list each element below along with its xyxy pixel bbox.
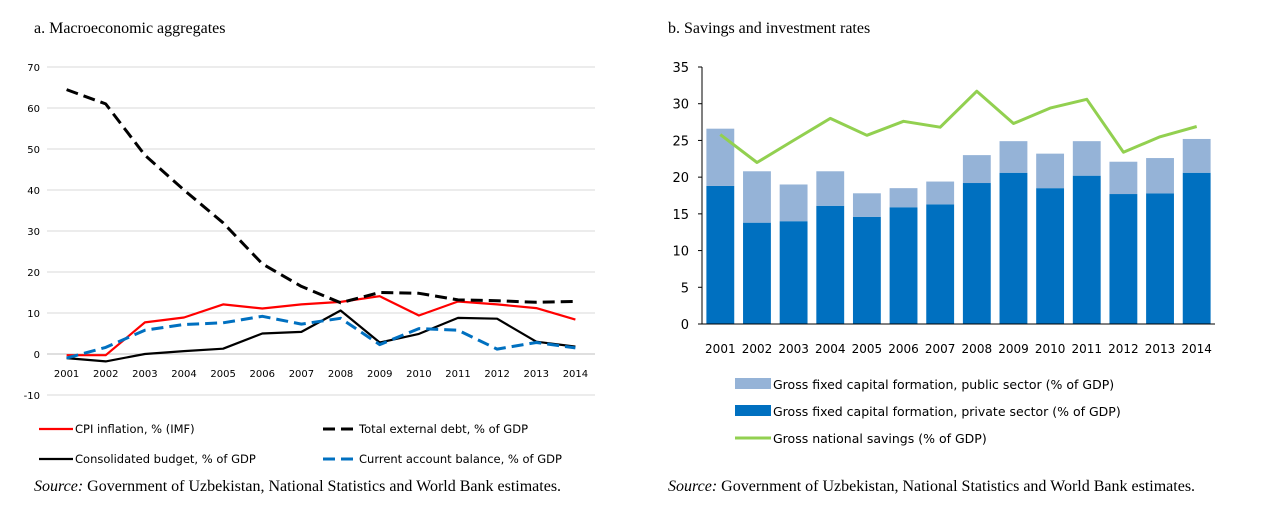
bar-private-sector bbox=[852, 216, 881, 324]
y-tick-label: -10 bbox=[24, 391, 40, 402]
x-tick-label: 2012 bbox=[484, 369, 509, 380]
y-tick-label: 30 bbox=[27, 227, 40, 238]
x-tick-label: 2002 bbox=[93, 369, 118, 380]
x-tick-label: 2002 bbox=[742, 342, 773, 356]
y-tick-label: 70 bbox=[27, 63, 40, 74]
panel-a-source-label: Source: bbox=[34, 478, 84, 495]
bar-public-sector bbox=[1109, 161, 1138, 195]
bar-public-sector bbox=[1182, 138, 1211, 173]
x-tick-label: 2004 bbox=[171, 369, 196, 380]
bar-public-sector bbox=[926, 181, 955, 205]
x-tick-label: 2013 bbox=[1145, 342, 1176, 356]
x-tick-label: 2001 bbox=[54, 369, 79, 380]
legend-marker bbox=[735, 405, 771, 416]
y-tick-label: 0 bbox=[681, 318, 689, 333]
legend-label: Consolidated budget, % of GDP bbox=[75, 452, 256, 466]
bar-public-sector bbox=[816, 171, 845, 206]
legend-label: Gross national savings (% of GDP) bbox=[773, 431, 987, 446]
bar-private-sector bbox=[999, 172, 1028, 324]
bar-public-sector bbox=[1072, 141, 1101, 176]
bar-private-sector bbox=[926, 204, 955, 324]
x-tick-label: 2001 bbox=[705, 342, 736, 356]
x-tick-label: 2010 bbox=[406, 369, 431, 380]
bar-public-sector bbox=[743, 171, 771, 223]
bar-private-sector bbox=[1109, 194, 1138, 324]
y-tick-label: 10 bbox=[27, 309, 40, 320]
bar-private-sector bbox=[1036, 188, 1065, 324]
bar-private-sector bbox=[1072, 175, 1101, 324]
bar-private-sector bbox=[743, 222, 771, 324]
bar-private-sector bbox=[962, 183, 991, 324]
x-tick-label: 2014 bbox=[1181, 342, 1212, 356]
bar-public-sector bbox=[1146, 158, 1174, 194]
x-tick-label: 2008 bbox=[328, 369, 353, 380]
y-tick-label: 5 bbox=[681, 281, 689, 296]
y-tick-label: 0 bbox=[34, 350, 40, 361]
panel-b-source: Source: Government of Uzbekistan, Nation… bbox=[668, 477, 1264, 496]
bar-private-sector bbox=[1182, 172, 1211, 324]
x-tick-label: 2012 bbox=[1108, 342, 1139, 356]
panel-a-source: Source: Government of Uzbekistan, Nation… bbox=[34, 477, 630, 496]
bar-private-sector bbox=[889, 207, 918, 324]
y-tick-label: 15 bbox=[672, 208, 689, 223]
y-tick-label: 20 bbox=[27, 268, 40, 279]
series-line-2 bbox=[66, 88, 576, 305]
legend-marker bbox=[735, 378, 771, 389]
y-tick-label: 30 bbox=[672, 98, 689, 113]
bar-private-sector bbox=[816, 205, 845, 324]
panel-b-title: b. Savings and investment rates bbox=[668, 20, 871, 37]
legend-label: Gross fixed capital formation, private s… bbox=[773, 404, 1121, 419]
x-tick-label: 2005 bbox=[210, 369, 235, 380]
panel-a-title: a. Macroeconomic aggregates bbox=[34, 20, 226, 37]
legend-label: Gross fixed capital formation, public se… bbox=[773, 377, 1114, 392]
y-tick-label: 50 bbox=[27, 145, 40, 156]
panel-b-source-text: Government of Uzbekistan, National Stati… bbox=[721, 478, 1196, 495]
panel-b-source-label: Source: bbox=[668, 478, 718, 495]
panel-a-source-text: Government of Uzbekistan, National Stati… bbox=[87, 478, 562, 495]
bar-private-sector bbox=[706, 185, 735, 324]
x-tick-label: 2006 bbox=[250, 369, 275, 380]
series-line-4 bbox=[66, 314, 576, 360]
series-line-1 bbox=[66, 295, 576, 357]
bar-public-sector bbox=[706, 128, 735, 186]
x-tick-label: 2010 bbox=[1035, 342, 1066, 356]
bar-public-sector bbox=[962, 155, 991, 184]
x-tick-label: 2011 bbox=[445, 369, 470, 380]
y-tick-label: 10 bbox=[672, 245, 689, 260]
x-tick-label: 2006 bbox=[888, 342, 919, 356]
y-tick-label: 40 bbox=[27, 186, 40, 197]
bar-private-sector bbox=[779, 221, 808, 324]
x-tick-label: 2009 bbox=[998, 342, 1029, 356]
savings-investment-chart: 0 5 10 15 20 25 30 35 2001 2002 2003 2004 2005 2006 20… bbox=[672, 61, 1215, 446]
bar-public-sector bbox=[779, 184, 808, 222]
legend-label: CPI inflation, % (IMF) bbox=[75, 422, 195, 436]
x-tick-label: 2005 bbox=[852, 342, 883, 356]
x-tick-label: 2014 bbox=[563, 369, 588, 380]
y-tick-label: 35 bbox=[672, 61, 689, 76]
x-tick-label: 2009 bbox=[367, 369, 392, 380]
bar-public-sector bbox=[852, 193, 881, 217]
legend-label: Current account balance, % of GDP bbox=[359, 452, 562, 466]
macroeconomic-aggregates-chart: -10 0 10 20 30 40 50 60 70 2001 2002 2003 2004 2005 20… bbox=[24, 63, 595, 466]
x-tick-label: 2007 bbox=[925, 342, 956, 356]
bar-private-sector bbox=[1146, 193, 1174, 324]
bar-public-sector bbox=[1036, 153, 1065, 189]
y-tick-label: 25 bbox=[672, 134, 689, 149]
bar-public-sector bbox=[999, 141, 1028, 173]
bar-public-sector bbox=[889, 188, 918, 208]
x-tick-label: 2013 bbox=[524, 369, 549, 380]
x-tick-label: 2007 bbox=[289, 369, 314, 380]
x-tick-label: 2008 bbox=[962, 342, 993, 356]
x-tick-label: 2003 bbox=[778, 342, 809, 356]
x-tick-label: 2004 bbox=[815, 342, 846, 356]
x-tick-label: 2011 bbox=[1071, 342, 1102, 356]
x-tick-label: 2003 bbox=[132, 369, 157, 380]
savings-line bbox=[719, 89, 1198, 164]
legend-label: Total external debt, % of GDP bbox=[358, 422, 528, 436]
y-tick-label: 20 bbox=[672, 171, 689, 186]
y-tick-label: 60 bbox=[27, 104, 40, 115]
